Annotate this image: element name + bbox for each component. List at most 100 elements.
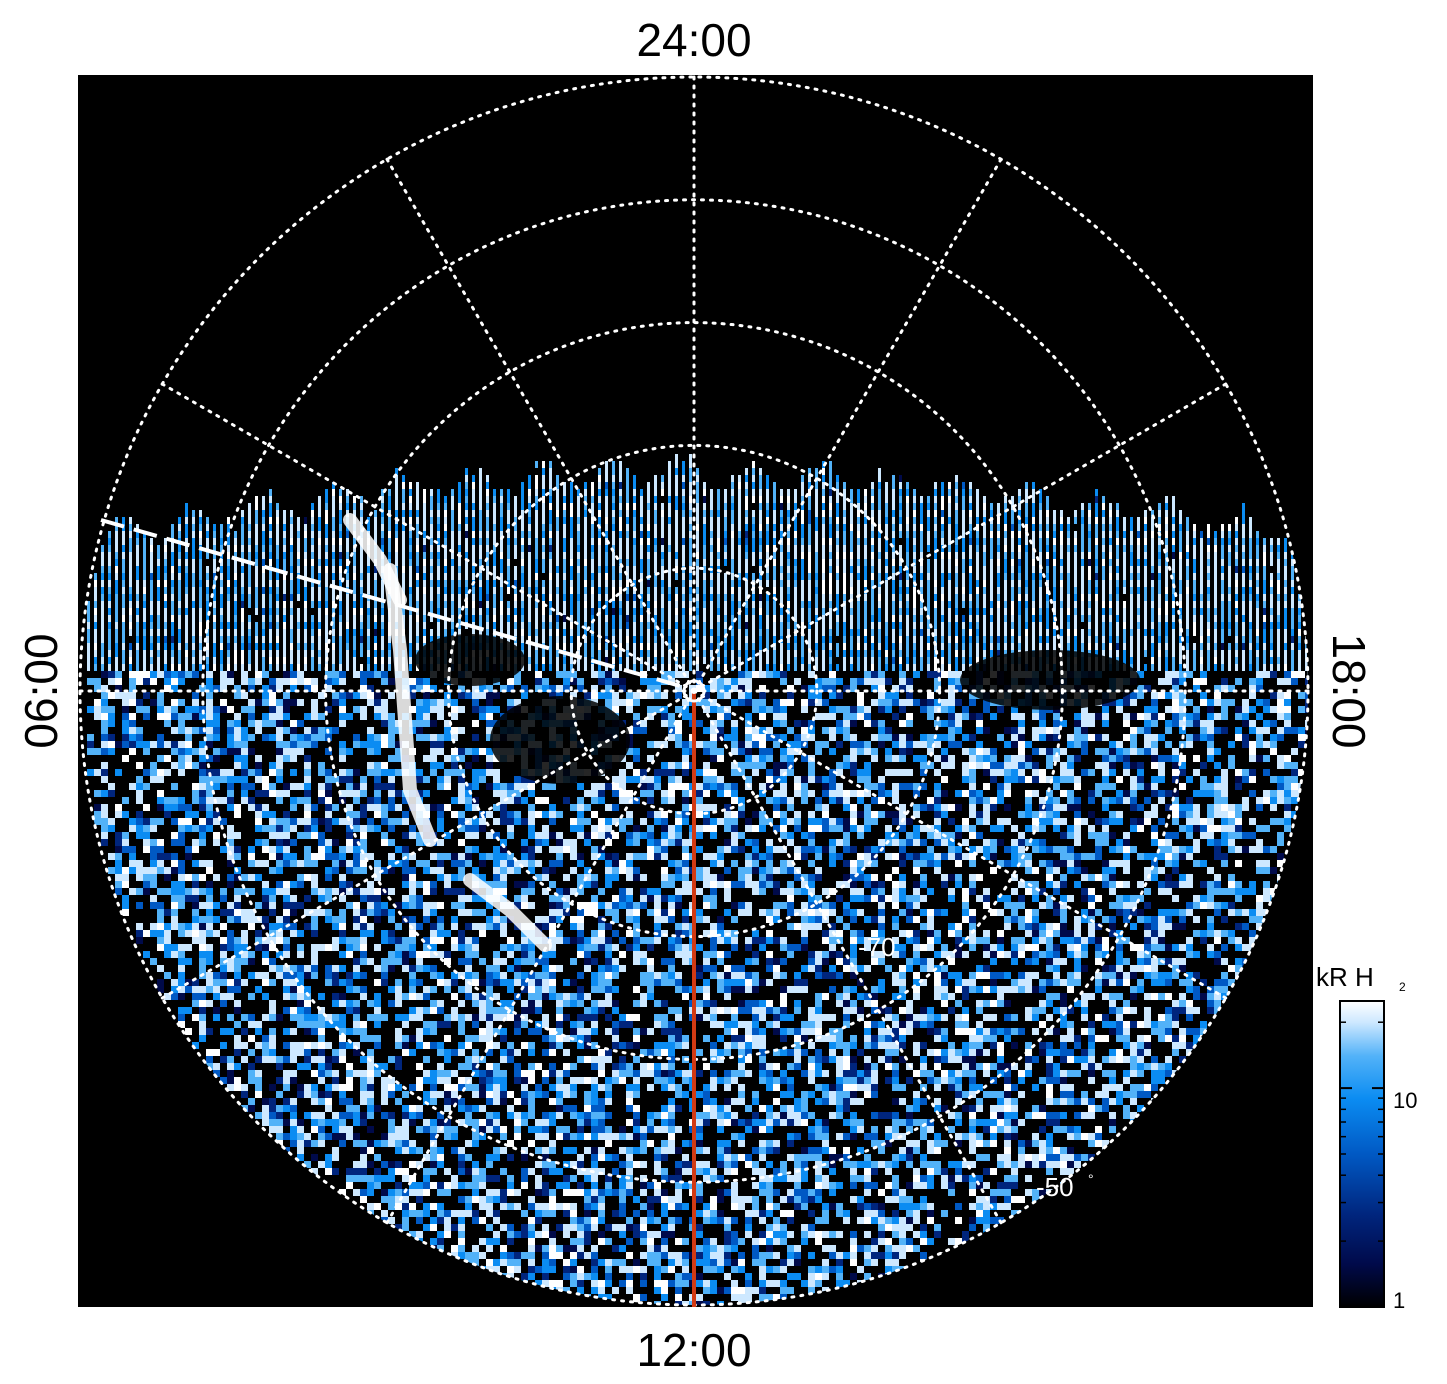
emission-cell: [766, 678, 773, 685]
emission-cell: [234, 692, 241, 699]
emission-cell: [822, 678, 829, 685]
emission-cell: [318, 678, 325, 685]
emission-cell: [297, 692, 304, 699]
emission-cell: [1284, 671, 1291, 678]
emission-cell: [388, 671, 395, 678]
emission-cell: [1200, 678, 1207, 685]
emission-cell: [129, 671, 136, 678]
emission-cell: [381, 678, 388, 685]
emission-cell: [1249, 678, 1256, 685]
emission-cell: [269, 678, 276, 685]
emission-cell: [136, 678, 143, 685]
emission-cell: [731, 671, 738, 678]
emission-cell: [1186, 678, 1193, 685]
emission-cell: [374, 678, 381, 685]
emission-cell: [150, 692, 157, 699]
emission-cell: [843, 692, 850, 699]
emission-cell: [612, 678, 619, 685]
emission-cell: [94, 678, 101, 685]
emission-cell: [143, 692, 150, 699]
emission-cell: [241, 692, 248, 699]
emission-cell: [710, 671, 717, 678]
emission-cell: [192, 692, 199, 699]
emission-cell: [759, 671, 766, 678]
emission-cell: [122, 671, 129, 678]
emission-cell: [549, 671, 556, 678]
emission-cell: [836, 678, 843, 685]
emission-cell: [388, 678, 395, 685]
emission-cell: [626, 678, 633, 685]
emission-cell: [598, 671, 605, 678]
emission-cell: [360, 671, 367, 678]
emission-cell: [374, 671, 381, 678]
emission-cell: [962, 692, 969, 699]
emission-cell: [899, 678, 906, 685]
emission-cell: [941, 671, 948, 678]
emission-cell: [1158, 678, 1165, 685]
emission-raster: [87, 454, 1308, 1305]
emission-cell: [164, 692, 171, 699]
emission-cell: [857, 678, 864, 685]
emission-cell: [388, 692, 395, 699]
emission-cell: [290, 678, 297, 685]
emission-cell: [591, 692, 598, 699]
emission-cell: [1200, 671, 1207, 678]
emission-cell: [892, 692, 899, 699]
emission-cell: [640, 692, 647, 699]
emission-cell: [626, 692, 633, 699]
emission-cell: [766, 671, 773, 678]
emission-cell: [332, 671, 339, 678]
emission-cell: [1193, 671, 1200, 678]
emission-cell: [213, 671, 220, 678]
emission-cell: [647, 692, 654, 699]
emission-cell: [794, 692, 801, 699]
emission-cell: [416, 678, 423, 685]
emission-cell: [927, 692, 934, 699]
emission-cell: [171, 678, 178, 685]
emission-cell: [346, 678, 353, 685]
emission-cell: [528, 678, 535, 685]
emission-cell: [885, 671, 892, 678]
emission-cell: [507, 692, 514, 699]
emission-cell: [752, 678, 759, 685]
emission-cell: [864, 678, 871, 685]
emission-cell: [1172, 671, 1179, 678]
emission-cell: [647, 671, 654, 678]
emission-cell: [745, 671, 752, 678]
emission-cell: [430, 692, 437, 699]
emission-cell: [619, 692, 626, 699]
emission-cell: [850, 678, 857, 685]
emission-cell: [1270, 678, 1277, 685]
emission-cell: [1263, 671, 1270, 678]
emission-cell: [213, 692, 220, 699]
emission-cell: [192, 671, 199, 678]
emission-cell: [633, 692, 640, 699]
emission-cell: [633, 678, 640, 685]
emission-cell: [913, 671, 920, 678]
emission-cell: [927, 678, 934, 685]
emission-cell: [892, 671, 899, 678]
emission-cell: [521, 671, 528, 678]
emission-cell: [521, 692, 528, 699]
emission-cell: [528, 692, 535, 699]
emission-cell: [1228, 678, 1235, 685]
emission-cell: [353, 692, 360, 699]
emission-cell: [360, 692, 367, 699]
emission-cell: [885, 678, 892, 685]
emission-cell: [87, 692, 94, 699]
emission-cell: [857, 692, 864, 699]
emission-cell: [1277, 678, 1284, 685]
emission-cell: [717, 678, 724, 685]
emission-cell: [241, 671, 248, 678]
emission-cell: [850, 692, 857, 699]
emission-cell: [584, 671, 591, 678]
emission-cell: [843, 671, 850, 678]
emission-cell: [1221, 671, 1228, 678]
emission-cell: [1256, 671, 1263, 678]
emission-cell: [101, 671, 108, 678]
emission-cell: [710, 692, 717, 699]
emission-cell: [1221, 678, 1228, 685]
emission-cell: [1186, 671, 1193, 678]
emission-cell: [528, 671, 535, 678]
emission-cell: [185, 678, 192, 685]
